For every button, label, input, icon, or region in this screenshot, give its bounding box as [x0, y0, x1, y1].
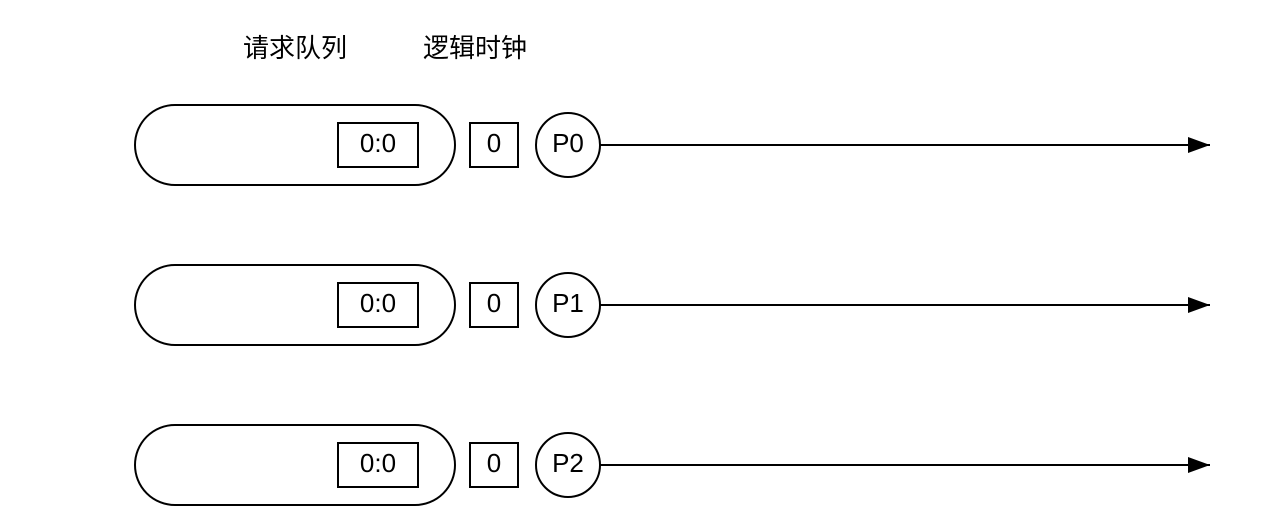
clock-value: 0: [487, 448, 501, 478]
queue-cell-value: 0:0: [360, 288, 396, 318]
queue-cell-value: 0:0: [360, 128, 396, 158]
diagram-canvas: 请求队列 逻辑时钟 0:0 0 P0 0:0 0 P1 0:0 0 P2: [0, 0, 1262, 528]
clock-value: 0: [487, 288, 501, 318]
process-label: P2: [552, 448, 584, 478]
header-queue: 请求队列: [243, 33, 347, 63]
process-label: P0: [552, 128, 584, 158]
process-label: P1: [552, 288, 584, 318]
queue-cell-value: 0:0: [360, 448, 396, 478]
clock-value: 0: [487, 128, 501, 158]
header-clock: 逻辑时钟: [423, 33, 527, 63]
